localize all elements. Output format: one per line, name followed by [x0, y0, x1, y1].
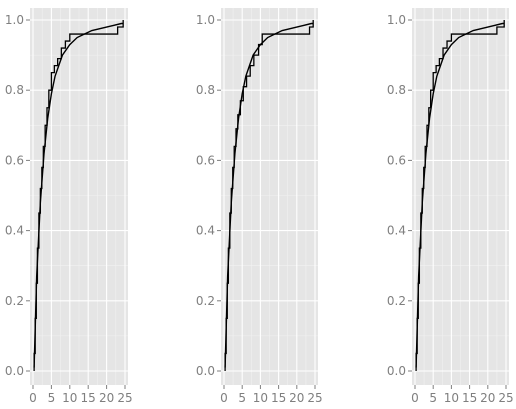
y-tick-label: 0.6 [387, 153, 406, 167]
x-tick-label: 20 [289, 391, 304, 405]
y-tick-label: 0.6 [5, 153, 24, 167]
x-tick-label: 0 [29, 391, 37, 405]
x-tick-label: 10 [62, 391, 77, 405]
x-tick-label: 10 [444, 391, 459, 405]
y-tick-label: 0.4 [196, 224, 215, 238]
chart-panel-2: 0.0 0.2 0.4 0.6 0.8 1.0 0 5 10 15 20 25 [196, 8, 323, 405]
fitted-cdf-curve [415, 22, 505, 368]
y-tick-label: 0.6 [196, 153, 215, 167]
x-tick-label: 25 [307, 391, 322, 405]
y-tick-label: 1.0 [196, 13, 215, 27]
ecdf-step-line [415, 20, 505, 371]
y-tick-label: 0.0 [196, 364, 215, 378]
ecdf-step-line [33, 20, 124, 371]
x-tick-label: 5 [238, 391, 246, 405]
x-tick-label: 15 [271, 391, 286, 405]
y-tick-label: 0.2 [196, 294, 215, 308]
x-tick-label: 0 [220, 391, 228, 405]
x-tick-label: 5 [429, 391, 437, 405]
x-tick-label: 5 [48, 391, 56, 405]
y-tick-label: 0.8 [387, 83, 406, 97]
chart-panel-1: 0.0 0.2 0.4 0.6 0.8 1.0 0 5 10 15 20 25 [5, 8, 133, 405]
y-tick-label: 1.0 [5, 13, 24, 27]
x-tick-label: 20 [480, 391, 495, 405]
x-tick-label: 25 [117, 391, 132, 405]
y-tick-label: 0.0 [5, 364, 24, 378]
x-tick-label: 25 [498, 391, 513, 405]
y-tick-label: 0.4 [5, 224, 24, 238]
y-tick-label: 0.8 [196, 83, 215, 97]
y-tick-label: 0.2 [387, 294, 406, 308]
x-tick-label: 10 [253, 391, 268, 405]
y-tick-label: 0.2 [5, 294, 24, 308]
y-tick-label: 0.4 [387, 224, 406, 238]
y-tick-label: 1.0 [387, 13, 406, 27]
fitted-cdf-curve [224, 22, 314, 368]
y-tick-label: 0.8 [5, 83, 24, 97]
x-tick-label: 0 [411, 391, 419, 405]
x-tick-label: 15 [462, 391, 477, 405]
chart-panel-3: 0.0 0.2 0.4 0.6 0.8 1.0 0 5 10 15 20 25 [387, 8, 514, 405]
y-tick-label: 0.0 [387, 364, 406, 378]
fitted-cdf-curve [33, 22, 124, 368]
x-tick-label: 20 [99, 391, 114, 405]
x-tick-label: 15 [81, 391, 96, 405]
